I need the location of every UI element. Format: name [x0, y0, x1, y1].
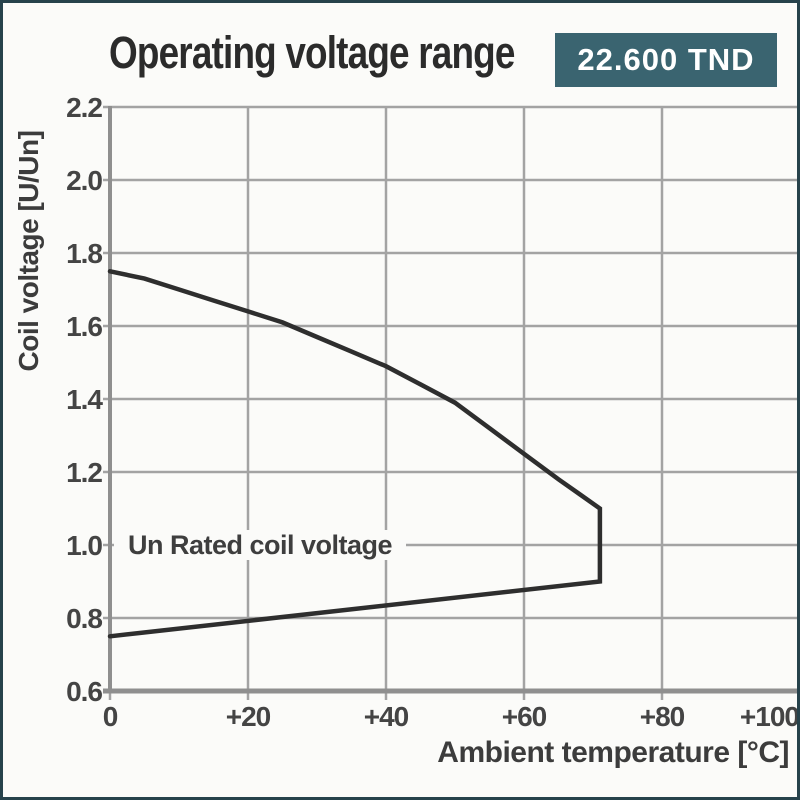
price-badge: 22.600 TND — [555, 33, 777, 87]
y-tick-label: 1.2 — [66, 457, 102, 488]
x-tick-label: +100 — [740, 701, 799, 732]
y-tick-label: 1.8 — [66, 238, 102, 269]
y-tick-label: 1.4 — [66, 384, 103, 415]
y-tick-label: 0.8 — [66, 603, 102, 634]
y-tick-label: 2.2 — [66, 92, 102, 123]
operating-range-curve — [107, 269, 603, 639]
y-tick-label: 1.6 — [66, 311, 102, 342]
x-tick-label: 0 — [103, 701, 118, 732]
x-tick-label: +20 — [226, 701, 271, 732]
y-axis-label: Coil voltage [U/Un] — [13, 130, 44, 372]
x-axis-label: Ambient temperature [°C] — [437, 736, 789, 769]
voltage-range-chart: 2.2 2.0 1.8 1.6 1.4 1.2 1.0 0.8 0.60 +20 +40 +60 +80… — [66, 92, 799, 732]
x-tick-label: +80 — [640, 701, 685, 732]
y-tick-label: 1.0 — [66, 530, 102, 561]
y-tick-label: 2.0 — [66, 165, 102, 196]
y-tick-label: 0.6 — [66, 676, 102, 707]
chart-title: Operating voltage range — [109, 27, 515, 78]
rated-coil-voltage-annotation: Un Rated coil voltage — [114, 530, 407, 560]
x-tick-label: +40 — [364, 701, 409, 732]
x-tick-label: +60 — [502, 701, 547, 732]
